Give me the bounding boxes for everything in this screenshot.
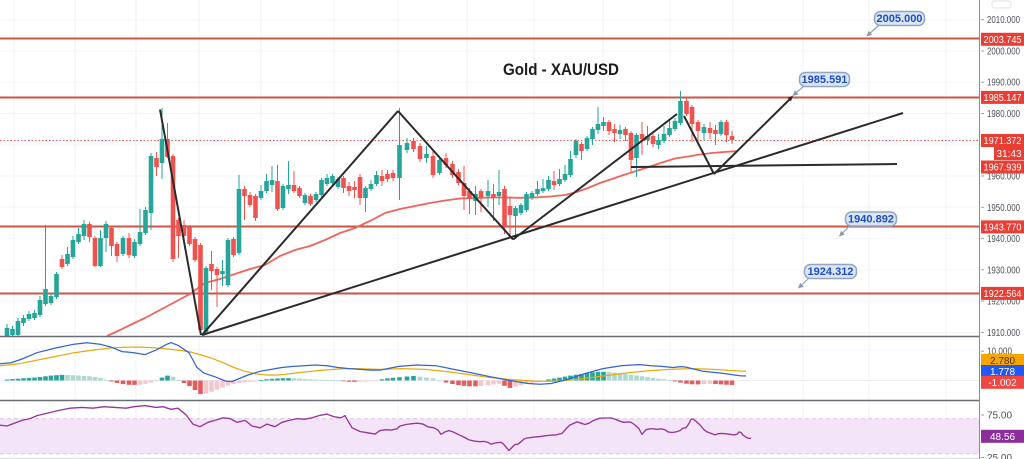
svg-text:-1.002: -1.002 (988, 378, 1017, 389)
svg-text:31:43: 31:43 (996, 149, 1021, 160)
svg-text:1950.000: 1950.000 (987, 203, 1020, 214)
svg-text:2.780: 2.780 (990, 356, 1015, 367)
svg-text:75.00: 75.00 (987, 411, 1012, 422)
svg-text:2005.000: 2005.000 (877, 13, 923, 25)
svg-text:1922.564: 1922.564 (984, 289, 1022, 300)
svg-text:Gold - XAU/USD: Gold - XAU/USD (503, 60, 619, 79)
svg-text:1985.591: 1985.591 (802, 74, 848, 86)
svg-text:1940.892: 1940.892 (848, 214, 894, 226)
svg-text:1.778: 1.778 (990, 367, 1015, 378)
svg-text:48.56: 48.56 (990, 432, 1015, 443)
svg-text:1980.000: 1980.000 (987, 109, 1020, 120)
svg-text:1985.147: 1985.147 (984, 93, 1022, 104)
svg-text:1920.000: 1920.000 (987, 297, 1020, 308)
svg-text:1960.000: 1960.000 (987, 172, 1020, 183)
svg-text:1924.312: 1924.312 (808, 266, 854, 278)
svg-text:2010.000: 2010.000 (987, 15, 1020, 26)
svg-text:1930.000: 1930.000 (987, 265, 1020, 276)
svg-text:2000.000: 2000.000 (987, 47, 1020, 58)
svg-text:1910.000: 1910.000 (987, 328, 1020, 339)
svg-text:2003.745: 2003.745 (984, 35, 1022, 46)
svg-text:1990.000: 1990.000 (987, 78, 1020, 89)
svg-text:10.000: 10.000 (987, 347, 1012, 358)
svg-text:1940.000: 1940.000 (987, 234, 1020, 245)
svg-text:1967.939: 1967.939 (984, 163, 1022, 174)
svg-text:1943.770: 1943.770 (984, 222, 1022, 233)
svg-text:25.00: 25.00 (987, 453, 1012, 459)
svg-text:1971.372: 1971.372 (984, 136, 1022, 147)
